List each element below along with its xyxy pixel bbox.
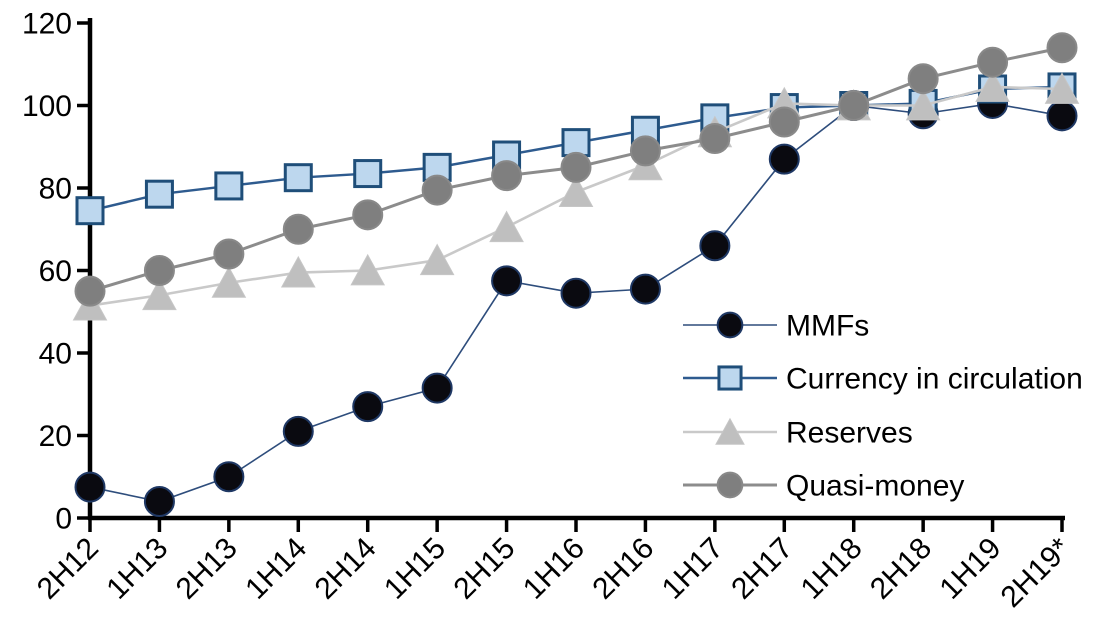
currency-in-circulation-marker [283,163,313,193]
mmfs-marker [629,273,661,305]
y-axis-tick-label: 0 [55,503,72,536]
x-axis-tick-label: 2H19* [995,531,1078,614]
x-axis-tick-label: 1H17 [656,532,730,606]
x-axis-tick-label: 1H19 [933,532,1007,606]
quasi-money-marker [1046,32,1078,64]
quasi-money-marker [213,238,245,270]
quasi-money-marker [491,160,523,192]
y-axis-tick-label: 40 [39,338,72,371]
quasi-money-marker [421,174,453,206]
currency-in-circulation-marker [144,179,174,209]
quasi-money-marker [768,106,800,138]
currency-in-circulation-marker [561,128,591,158]
reserves-marker [1044,72,1080,104]
y-axis-tick-label: 60 [39,255,72,288]
y-axis-tick-label: 20 [39,420,72,453]
mmfs-marker [74,471,106,503]
mmfs-marker [699,230,731,262]
x-axis-tick-label: 1H14 [239,532,313,606]
reserves-marker [211,266,247,298]
mmfs-marker [1046,100,1078,132]
mmfs-marker [213,461,245,493]
y-axis-tick-label: 80 [39,173,72,206]
currency-in-circulation-marker [353,159,383,189]
x-axis-tick-label: 2H14 [309,532,383,606]
legend-marker-quasi-money [716,471,744,499]
reserves-marker [142,278,177,311]
quasi-money-marker [907,63,939,95]
reserves-marker [905,88,941,121]
quasi-money-marker [977,46,1009,78]
quasi-money-marker [74,275,106,307]
x-axis-tick-label: 2H12 [31,532,105,606]
mmfs-marker [143,486,175,517]
reserves-marker [558,175,594,208]
quasi-money-marker [560,151,592,183]
x-axis-tick-label: 2H16 [586,532,660,606]
x-axis-tick-label: 2H18 [864,532,938,606]
currency-in-circulation-marker [214,171,244,201]
mmfs-marker [352,391,384,423]
reserves-marker [975,70,1010,102]
mmfs-marker [768,143,800,175]
quasi-money-marker [838,90,870,121]
currency-in-circulation-marker [75,196,105,226]
mmfs-marker [560,277,592,309]
y-axis-tick-label: 100 [22,90,72,123]
mmfs-marker [491,265,523,297]
x-axis-tick-label: 1H15 [378,532,452,606]
mmfs-marker [421,372,453,404]
legend-marker-mmfs [716,311,744,339]
quasi-money-marker [282,213,314,245]
reserves-marker [419,243,455,276]
reserves-marker [489,210,524,243]
x-axis-tick-label: 1H18 [795,532,869,606]
legend-marker-currency-in-circulation [717,365,743,391]
legend-label-reserves: Reserves [786,417,913,450]
x-axis-tick-label: 1H16 [517,532,591,606]
x-axis-tick-label: 2H13 [170,532,244,606]
mmfs-marker [282,415,314,447]
x-axis-tick-label: 1H13 [100,532,174,606]
reserves-marker [350,253,386,286]
quasi-money-marker [629,135,661,167]
x-axis-tick-label: 2H15 [447,532,521,606]
legend-label-quasi-money: Quasi-money [786,470,964,503]
legend-marker-reserves [715,417,745,445]
reserves-marker [280,255,316,288]
quasi-money-marker [143,255,175,286]
x-axis-tick-label: 2H17 [725,532,799,606]
quasi-money-marker [699,123,731,154]
legend-label-mmfs: MMFs [786,310,869,343]
y-axis-tick-label: 120 [22,8,72,41]
legend-label-currency-in-circulation: Currency in circulation [786,363,1083,396]
quasi-money-marker [352,199,384,231]
